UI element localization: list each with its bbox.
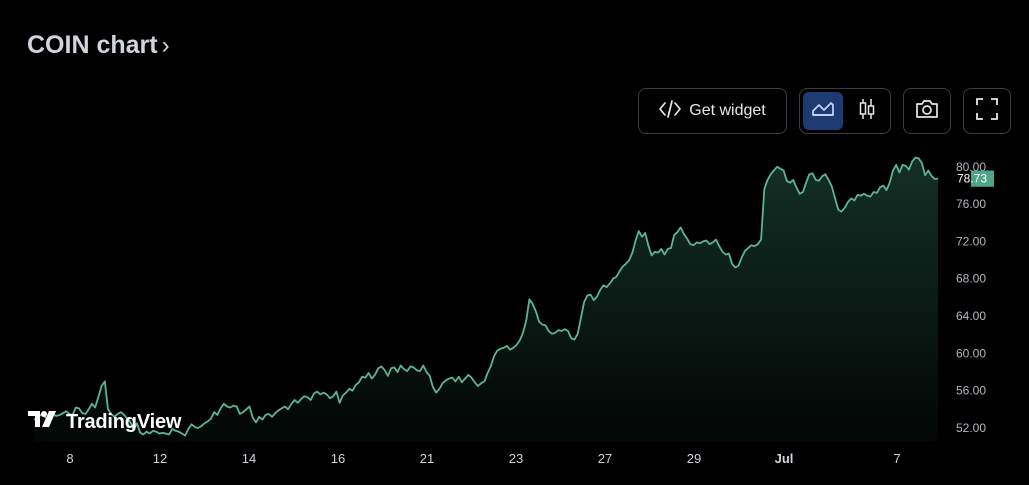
y-tick-label: 52.00 bbox=[956, 421, 986, 435]
snapshot-button[interactable] bbox=[903, 88, 951, 134]
y-axis: 80.00 76.00 72.00 68.00 64.00 60.00 56.00 52.00 bbox=[956, 160, 986, 435]
chart-type-switcher bbox=[799, 88, 891, 134]
y-tick-label: 60.00 bbox=[956, 346, 986, 360]
x-tick-label: 27 bbox=[598, 451, 612, 466]
x-tick-label: 12 bbox=[153, 451, 167, 466]
y-tick-label: 80.00 bbox=[956, 160, 986, 174]
y-tick-label: 72.00 bbox=[956, 234, 986, 248]
candlestick-chart-button[interactable] bbox=[847, 92, 887, 130]
chart-title-link[interactable]: COIN chart › bbox=[27, 31, 170, 60]
x-tick-label: 14 bbox=[242, 451, 256, 466]
chart-title: COIN chart bbox=[27, 31, 158, 59]
price-line bbox=[33, 156, 939, 437]
camera-icon bbox=[915, 99, 939, 124]
y-tick-label: 68.00 bbox=[956, 272, 986, 286]
x-tick-label: 21 bbox=[420, 451, 434, 466]
tradingview-logo-icon bbox=[28, 410, 60, 434]
x-tick-label: 7 bbox=[893, 451, 900, 466]
x-tick-label: 29 bbox=[687, 451, 701, 466]
chevron-right-icon: › bbox=[161, 31, 170, 59]
tradingview-logo-text: TradingView bbox=[66, 410, 182, 433]
x-tick-label: 23 bbox=[509, 451, 523, 466]
last-price-label: 78.73 bbox=[957, 172, 987, 186]
get-widget-label: Get widget bbox=[689, 102, 766, 119]
x-tick-label: 16 bbox=[331, 451, 345, 466]
y-tick-label: 56.00 bbox=[956, 384, 986, 398]
x-tick-label: 8 bbox=[66, 451, 73, 466]
code-icon bbox=[659, 99, 682, 123]
get-widget-button[interactable]: Get widget bbox=[638, 88, 787, 134]
last-price-tag: 78.73 bbox=[957, 170, 994, 187]
fullscreen-button[interactable] bbox=[963, 88, 1011, 134]
x-tick-label: Jul bbox=[775, 451, 794, 466]
tradingview-logo[interactable]: TradingView bbox=[28, 410, 181, 434]
area-chart-icon bbox=[811, 100, 835, 123]
area-chart-button[interactable] bbox=[803, 92, 843, 130]
y-tick-label: 76.00 bbox=[956, 197, 986, 211]
x-axis: 8 12 14 16 21 23 27 29 Jul 7 bbox=[66, 451, 900, 466]
candlestick-icon bbox=[857, 98, 877, 125]
fullscreen-icon bbox=[976, 97, 998, 125]
price-area-fill bbox=[34, 157, 938, 442]
y-tick-label: 64.00 bbox=[956, 309, 986, 323]
